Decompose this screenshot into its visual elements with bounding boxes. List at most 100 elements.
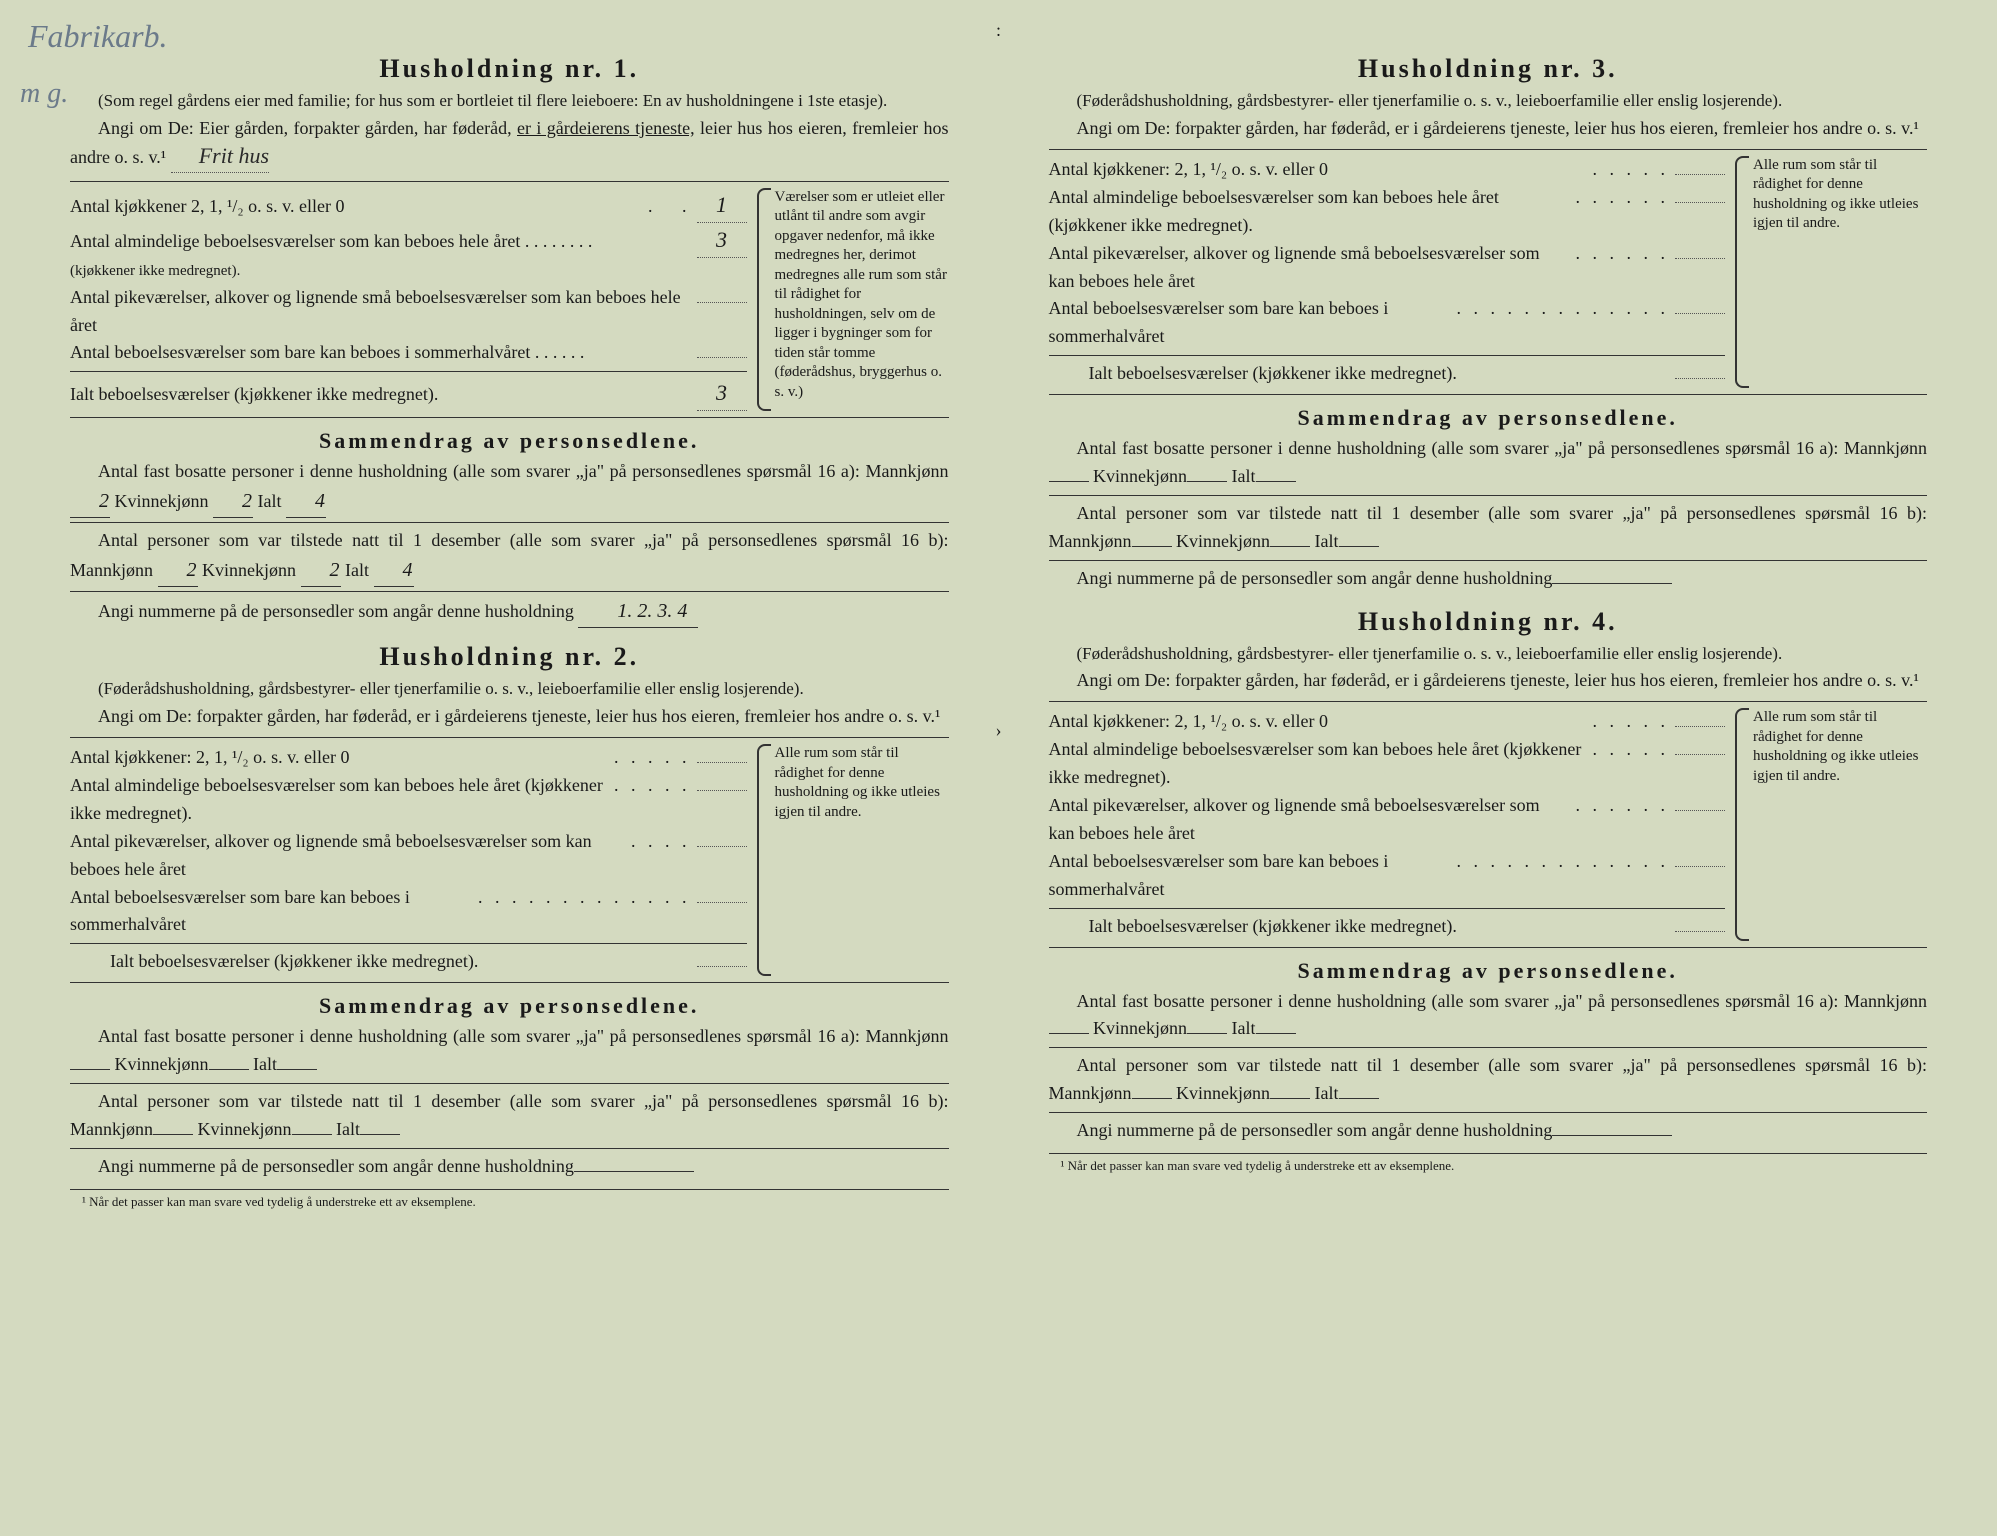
q-ul: er i gårdeierens tjeneste, xyxy=(517,118,695,138)
section-4-question: Angi om De: forpakter gården, har føderå… xyxy=(1049,668,1928,693)
right-page: Husholdning nr. 3. (Føderådshusholdning,… xyxy=(999,0,1997,1536)
pike-label: Antal pikeværelser, alkover og lignende … xyxy=(1049,240,1570,296)
footnote-right: ¹ Når det passer kan man svare ved tydel… xyxy=(1049,1153,1928,1174)
s16a-2: Antal fast bosatte personer i denne hush… xyxy=(70,1023,949,1079)
sidenote-1: Værelser som er utleiet eller utlånt til… xyxy=(759,188,949,412)
sammendrag-1-title: Sammendrag av personsedlene. xyxy=(70,428,949,454)
numre-label: Angi nummerne på de personsedler som ang… xyxy=(1077,568,1553,588)
sommer-label: Antal beboelsesværelser som bare kan beb… xyxy=(1049,295,1451,351)
ialt-val: 3 xyxy=(697,376,747,411)
kjokkener-label: Antal kjøkkener: 2, 1, ¹/₂ o. s. v. elle… xyxy=(1049,708,1587,736)
section-1-title: Husholdning nr. 1. xyxy=(70,54,949,84)
s16b-k: 2 xyxy=(301,555,341,587)
s16a-1: Antal fast bosatte personer i denne hush… xyxy=(70,458,949,518)
ialt-label: Ialt xyxy=(336,1119,360,1139)
alm-label: Antal almindelige beboelsesværelser som … xyxy=(1049,184,1570,240)
numre-val: 1. 2. 3. 4 xyxy=(578,596,698,628)
numre-2: Angi nummerne på de personsedler som ang… xyxy=(70,1153,949,1181)
dots: . . xyxy=(648,193,691,221)
sammendrag-3-title: Sammendrag av personsedlene. xyxy=(1049,405,1928,431)
alm-label: Antal almindelige beboelsesværelser som … xyxy=(70,231,520,251)
sidenote-text: Alle rum som står til rådighet for denne… xyxy=(775,745,940,820)
sommer-label: Antal beboelsesværelser som bare kan beb… xyxy=(70,884,472,940)
sidenote-2: Alle rum som står til rådighet for denne… xyxy=(759,744,949,976)
sidenote-text: Alle rum som står til rådighet for denne… xyxy=(1753,709,1918,784)
section-3-question: Angi om De: forpakter gården, har føderå… xyxy=(1049,116,1928,141)
sommer-label: Antal beboelsesværelser som bare kan beb… xyxy=(70,342,530,362)
pike-label: Antal pikeværelser, alkover og lignende … xyxy=(70,284,697,340)
block-lines: Antal kjøkkener: 2, 1, ¹/₂ o. s. v. elle… xyxy=(1049,156,1726,388)
section-4-block: Antal kjøkkener: 2, 1, ¹/₂ o. s. v. elle… xyxy=(1049,701,1928,947)
footnote-left: ¹ Når det passer kan man svare ved tydel… xyxy=(70,1189,949,1210)
q-pre: Angi om De: Eier gården, forpakter gårde… xyxy=(98,118,517,138)
numre-4: Angi nummerne på de personsedler som ang… xyxy=(1049,1117,1928,1145)
kvinne-label: Kvinnekjønn xyxy=(1093,466,1187,486)
pike-label: Antal pikeværelser, alkover og lignende … xyxy=(70,828,625,884)
sidenote-3: Alle rum som står til rådighet for denne… xyxy=(1737,156,1927,388)
section-3-intro: (Føderådshusholdning, gårdsbestyrer- ell… xyxy=(1049,90,1928,112)
section-4-intro: (Føderådshusholdning, gårdsbestyrer- ell… xyxy=(1049,643,1928,665)
sidenote-text: Alle rum som står til rådighet for denne… xyxy=(1753,157,1918,232)
s16a-m: 2 xyxy=(70,486,110,518)
numre-3: Angi nummerne på de personsedler som ang… xyxy=(1049,565,1928,593)
s16b-m: 2 xyxy=(158,555,198,587)
alm-val: 3 xyxy=(697,223,747,258)
alm-sub: (kjøkkener ikke medregnet). xyxy=(70,263,240,279)
s16b-i: 4 xyxy=(374,555,414,587)
s16a-3: Antal fast bosatte personer i denne hush… xyxy=(1049,435,1928,491)
block-lines: Antal kjøkkener 2, 1, ¹/₂ o. s. v. eller… xyxy=(70,188,747,412)
alm-label: Antal almindelige beboelsesværelser som … xyxy=(1049,736,1587,792)
sommer-val xyxy=(697,357,747,358)
section-2-question: Angi om De: forpakter gården, har føderå… xyxy=(70,704,949,729)
kjokkener-val: 1 xyxy=(697,188,747,223)
ialt-label: Ialt beboelsesværelser (kjøkkener ikke m… xyxy=(70,948,697,976)
kjokkener-label: Antal kjøkkener: 2, 1, ¹/₂ o. s. v. elle… xyxy=(1049,156,1587,184)
kvinne-label: Kvinnekjønn xyxy=(1176,1083,1270,1103)
s16a-pre: Antal fast bosatte personer i denne hush… xyxy=(98,1026,949,1046)
sommer-label: Antal beboelsesværelser som bare kan beb… xyxy=(1049,848,1451,904)
alm-label: Antal almindelige beboelsesværelser som … xyxy=(70,772,608,828)
kjokkener-label: Antal kjøkkener 2, 1, ¹/₂ o. s. v. eller… xyxy=(70,193,642,221)
block-lines: Antal kjøkkener: 2, 1, ¹/₂ o. s. v. elle… xyxy=(1049,708,1726,940)
s16b-1: Antal personer som var tilstede natt til… xyxy=(70,527,949,587)
numre-label: Angi nummerne på de personsedler som ang… xyxy=(98,1156,574,1176)
pike-label: Antal pikeværelser, alkover og lignende … xyxy=(1049,792,1570,848)
ialt-label: Ialt xyxy=(1315,1083,1339,1103)
ialt-label: Ialt xyxy=(345,560,369,580)
section-2-intro: (Føderådshusholdning, gårdsbestyrer- ell… xyxy=(70,678,949,700)
numre-label: Angi nummerne på de personsedler som ang… xyxy=(98,601,574,621)
kvinne-label: Kvinnekjønn xyxy=(1093,1018,1187,1038)
q-answer: Frit hus xyxy=(171,141,269,173)
s16b-4: Antal personer som var tilstede natt til… xyxy=(1049,1052,1928,1108)
kvinne-label: Kvinnekjønn xyxy=(202,560,296,580)
section-2-title: Husholdning nr. 2. xyxy=(70,642,949,672)
ialt-label: Ialt xyxy=(253,1054,277,1074)
handwritten-top: Fabrikarb. xyxy=(28,18,168,55)
ialt-label: Ialt beboelsesværelser (kjøkkener ikke m… xyxy=(1049,360,1676,388)
section-1-question: Angi om De: Eier gården, forpakter gårde… xyxy=(70,116,949,173)
numre-label: Angi nummerne på de personsedler som ang… xyxy=(1077,1120,1553,1140)
s16a-pre: Antal fast bosatte personer i denne hush… xyxy=(1077,991,1928,1011)
s16a-4: Antal fast bosatte personer i denne hush… xyxy=(1049,988,1928,1044)
block-lines: Antal kjøkkener: 2, 1, ¹/₂ o. s. v. elle… xyxy=(70,744,747,976)
left-page: Fabrikarb. m g. Husholdning nr. 1. (Som … xyxy=(0,0,999,1536)
ialt-label: Ialt xyxy=(1232,1018,1256,1038)
sammendrag-2-title: Sammendrag av personsedlene. xyxy=(70,993,949,1019)
s16a-k: 2 xyxy=(213,486,253,518)
numre-1: Angi nummerne på de personsedler som ang… xyxy=(70,596,949,628)
ialt-label: Ialt beboelsesværelser (kjøkkener ikke m… xyxy=(70,381,697,409)
section-1-intro: (Som regel gårdens eier med familie; for… xyxy=(70,90,949,112)
ialt-label: Ialt xyxy=(1232,466,1256,486)
section-3-title: Husholdning nr. 3. xyxy=(1049,54,1928,84)
s16a-i: 4 xyxy=(286,486,326,518)
kjokkener-label: Antal kjøkkener: 2, 1, ¹/₂ o. s. v. elle… xyxy=(70,744,608,772)
sidenote-text: Værelser som er utleiet eller utlånt til… xyxy=(775,189,947,400)
section-4-title: Husholdning nr. 4. xyxy=(1049,607,1928,637)
kvinne-label: Kvinnekjønn xyxy=(115,491,209,511)
s16b-3: Antal personer som var tilstede natt til… xyxy=(1049,500,1928,556)
handwritten-side: m g. xyxy=(20,78,68,110)
ialt-label: Ialt xyxy=(258,491,282,511)
kvinne-label: Kvinnekjønn xyxy=(115,1054,209,1074)
s16a-pre: Antal fast bosatte personer i denne hush… xyxy=(1077,438,1928,458)
s16b-2: Antal personer som var tilstede natt til… xyxy=(70,1088,949,1144)
